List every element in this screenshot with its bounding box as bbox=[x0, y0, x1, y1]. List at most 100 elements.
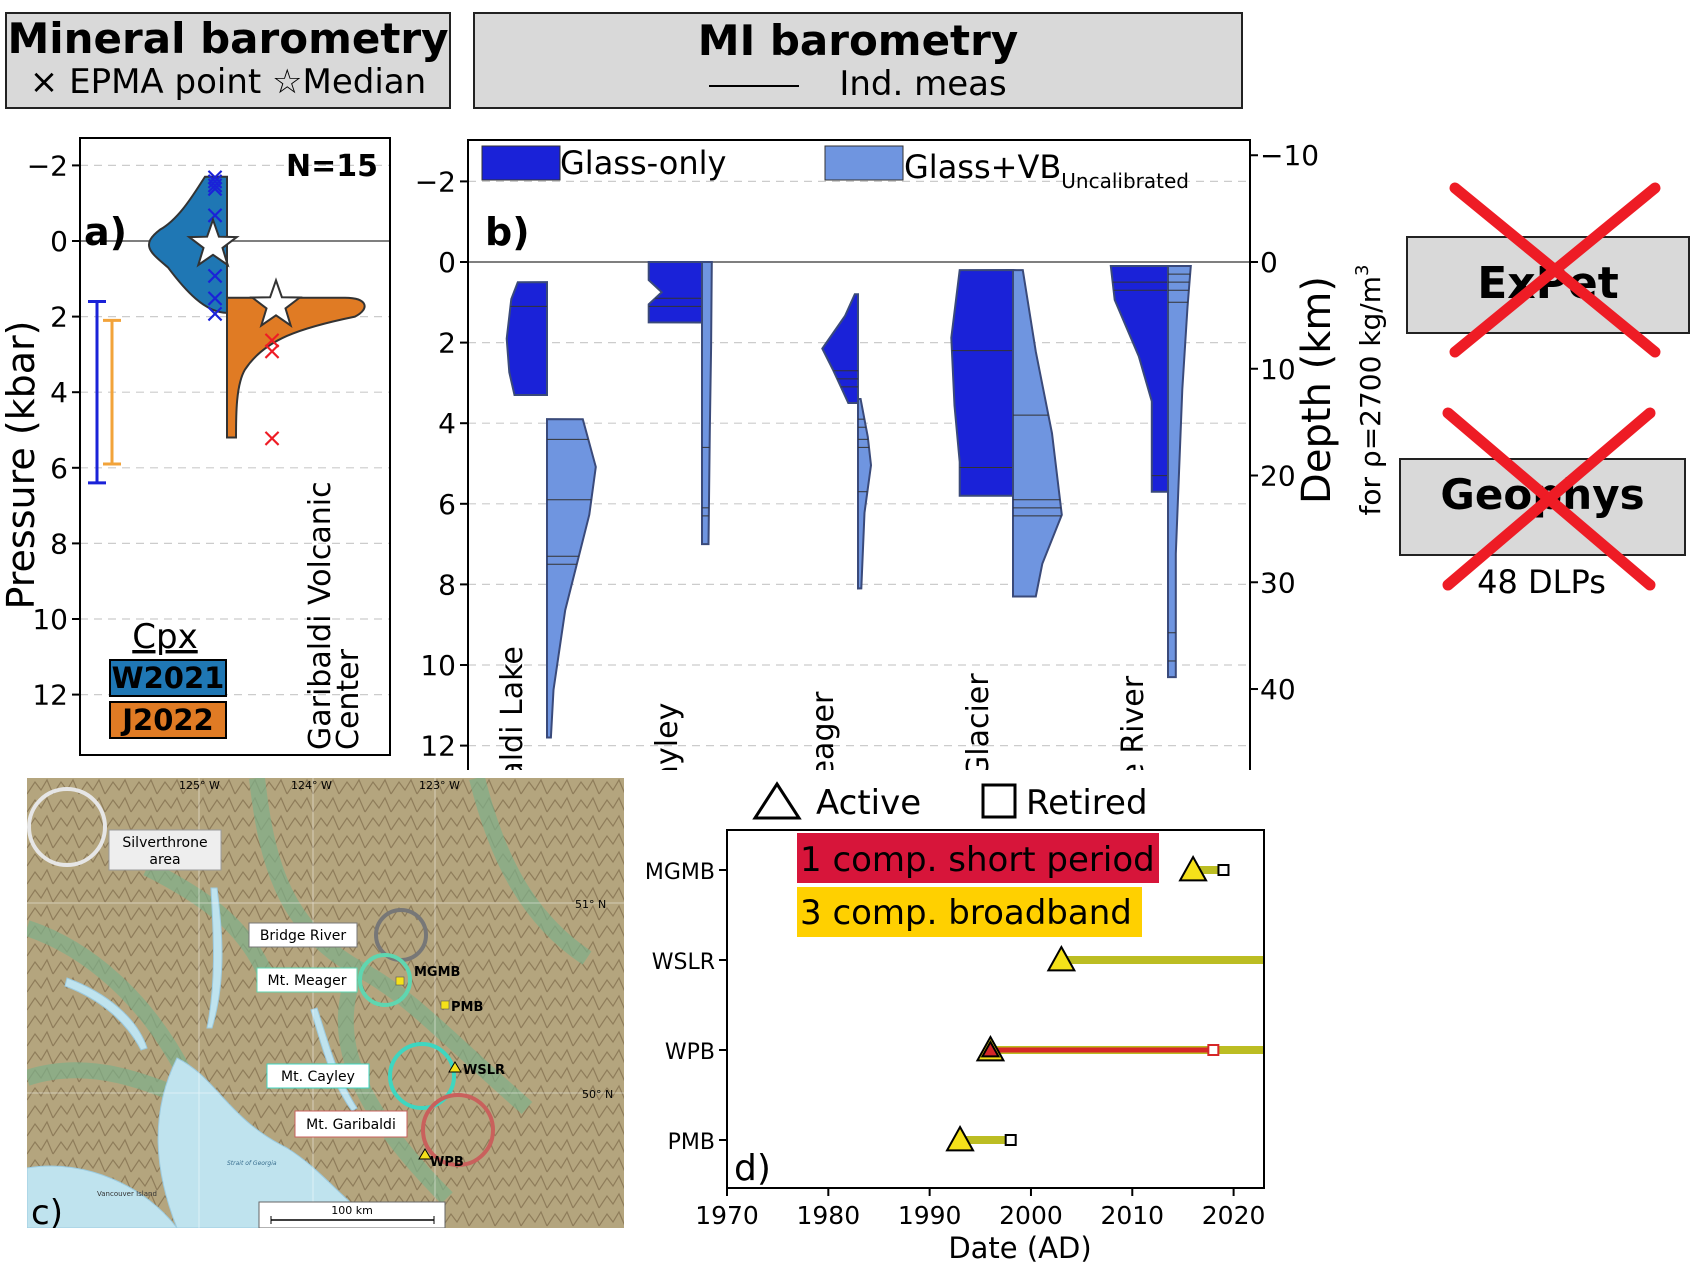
panel-a-ytick-label: 2 bbox=[50, 301, 68, 334]
category-label-salal-glacier: Salal Glacier bbox=[961, 673, 996, 770]
lon-label-123: 123° W bbox=[419, 779, 460, 792]
station-wpb-label: WPB bbox=[430, 1155, 464, 1170]
legend-glassvb-label: Glass+VB bbox=[904, 148, 1061, 186]
panel-d-xtick-label: 1970 bbox=[695, 1201, 759, 1230]
label-bridge-river: Bridge River bbox=[248, 922, 358, 948]
w2021-median-star bbox=[186, 216, 240, 268]
cpx-legend-title: Cpx bbox=[132, 617, 197, 657]
geophys-cross-icon bbox=[1442, 407, 1656, 591]
group-label-line1: Garibaldi Volcanic bbox=[303, 481, 338, 750]
geophys-box: Geophys 48 DLPs bbox=[1390, 405, 1693, 601]
violin-glass-only-bridge-river bbox=[1109, 264, 1169, 493]
station-wpb-marker bbox=[418, 1148, 432, 1160]
panel-d-xtick-label: 2010 bbox=[1100, 1201, 1164, 1230]
cross-symbol-icon: × bbox=[29, 62, 59, 102]
j2022-median-star bbox=[249, 277, 303, 328]
scale-bar: 100 km bbox=[258, 1201, 446, 1228]
panel-d-xtick-label: 2020 bbox=[1202, 1201, 1266, 1230]
violin-glass-only-mt-meager bbox=[821, 293, 859, 405]
geophys-subtext: 48 DLPs bbox=[1477, 563, 1606, 601]
legend-retired-label: Retired bbox=[1026, 783, 1148, 823]
station-label-pmb: PMB bbox=[668, 1130, 715, 1155]
panel-a-ytick-label: 4 bbox=[50, 376, 68, 409]
w2021-epma-point: × bbox=[204, 261, 226, 291]
panel-b-y2label: Depth (km) bbox=[1294, 276, 1340, 504]
station-wslr-marker bbox=[448, 1061, 462, 1073]
category-label-garibaldi-lake: Garibaldi Lake bbox=[495, 646, 530, 770]
violin-glass-vb-mt-meager bbox=[857, 397, 873, 590]
station-pmb-label: PMB bbox=[451, 1000, 483, 1015]
active-marker-wslr bbox=[1046, 944, 1077, 972]
w2021-epma-point: × bbox=[204, 163, 226, 193]
map-graticule bbox=[27, 778, 624, 1228]
violin-glass-only-salal-glacier bbox=[950, 269, 1014, 497]
panel-c-map: 125° W 124° W 123° W 51° N 50° N Strait … bbox=[27, 778, 624, 1228]
expet-box: ExPet bbox=[1400, 180, 1693, 360]
svg-text:Glass+VBUncalibrated: Glass+VBUncalibrated bbox=[904, 148, 1189, 193]
panel-b-ytick-label: 4 bbox=[438, 407, 456, 440]
legend-broadband-label: 3 comp. broadband bbox=[800, 893, 1132, 933]
group-label-line2: Center bbox=[331, 648, 366, 750]
panel-b-frame bbox=[467, 139, 1251, 770]
svg-text:for ρ=2700 kg/m3: for ρ=2700 kg/m3 bbox=[1352, 265, 1387, 516]
water-label-strait: Strait of Georgia bbox=[227, 1160, 277, 1167]
panel-a-ytick-label: 8 bbox=[50, 527, 68, 560]
silverthrone-circle bbox=[27, 787, 107, 867]
mi-header-title: MI barometry bbox=[697, 16, 1019, 65]
station-pmb-marker bbox=[440, 1000, 450, 1010]
violin-glass-vb-bridge-river bbox=[1167, 264, 1192, 679]
w2021-epma-point: × bbox=[204, 201, 226, 231]
category-label-mt-cayley: Mt. Cayley bbox=[650, 703, 685, 770]
line-symbol-icon bbox=[709, 84, 800, 87]
station-mgmb-label: MGMB bbox=[414, 965, 460, 980]
panel-a-ytick-label: 12 bbox=[32, 679, 68, 712]
panel-b-y2tick-label: 40 bbox=[1260, 673, 1296, 706]
w2021-epma-point: × bbox=[204, 284, 226, 314]
retired-marker-mgmb bbox=[1217, 864, 1230, 876]
label-silverthrone: Silverthrone area bbox=[108, 829, 222, 871]
w2021-epma-point: × bbox=[204, 167, 226, 197]
w2021-violin bbox=[148, 175, 228, 314]
panel-b-ytick-label: 2 bbox=[438, 327, 456, 360]
violin-glass-only-mt-cayley bbox=[647, 261, 703, 324]
violin-glass-only-garibaldi-lake bbox=[505, 281, 548, 397]
legend-broadband-swatch bbox=[797, 887, 1142, 937]
svg-text:area: area bbox=[149, 852, 180, 868]
label-mt-meager: Mt. Meager bbox=[256, 967, 358, 993]
mt-garibaldi-circle bbox=[421, 1093, 495, 1167]
legend-short-period-label: 1 comp. short period bbox=[800, 840, 1155, 880]
svg-text:Mt. Cayley: Mt. Cayley bbox=[281, 1069, 355, 1085]
panel-c-label: c) bbox=[31, 1193, 63, 1228]
ind-meas-legend-label: Ind. meas bbox=[839, 64, 1007, 104]
svg-text:Mt. Garibaldi: Mt. Garibaldi bbox=[306, 1117, 396, 1133]
panel-b-y2sublabel: for ρ=2700 kg/m bbox=[1354, 276, 1387, 516]
panel-d-frame bbox=[726, 829, 1265, 1189]
panel-a-ytick-label: 6 bbox=[50, 452, 68, 485]
mineral-barometry-header: Mineral barometry × EPMA point ☆Median bbox=[5, 12, 451, 109]
mineral-header-title: Mineral barometry bbox=[7, 14, 449, 63]
violin-glass-vb-mt-cayley bbox=[701, 261, 713, 546]
j2022-epma-point: × bbox=[261, 325, 283, 355]
panel-a-ytick-label: 0 bbox=[50, 225, 68, 258]
station-label-wpb: WPB bbox=[665, 1040, 715, 1065]
station-label-wslr: WSLR bbox=[652, 950, 715, 975]
svg-text:Silverthrone: Silverthrone bbox=[122, 835, 207, 851]
panel-a-frame bbox=[79, 137, 391, 756]
lat-label-51: 51° N bbox=[575, 898, 606, 911]
median-legend-label: Median bbox=[302, 62, 427, 102]
panel-b-y2tick-label: −10 bbox=[1260, 139, 1319, 172]
panel-d-label: d) bbox=[734, 1148, 771, 1189]
panel-b-ytick-label: 8 bbox=[438, 568, 456, 601]
expet-cross-icon bbox=[1449, 182, 1661, 358]
active-marker-mgmb bbox=[1178, 854, 1208, 882]
panel-b-y2sublabel-sup: 3 bbox=[1352, 265, 1373, 276]
panel-b-ytick-label: 0 bbox=[438, 246, 456, 279]
retired-marker-wpb bbox=[1207, 1044, 1220, 1056]
panel-b-label: b) bbox=[485, 210, 530, 254]
legend-glass-label: Glass-only bbox=[560, 144, 726, 182]
panel-b-ytick-label: 12 bbox=[420, 730, 456, 763]
svg-text:100 km: 100 km bbox=[331, 1204, 373, 1217]
j2022-epma-point: × bbox=[261, 424, 283, 454]
legend-retired-square-icon bbox=[981, 783, 1017, 819]
